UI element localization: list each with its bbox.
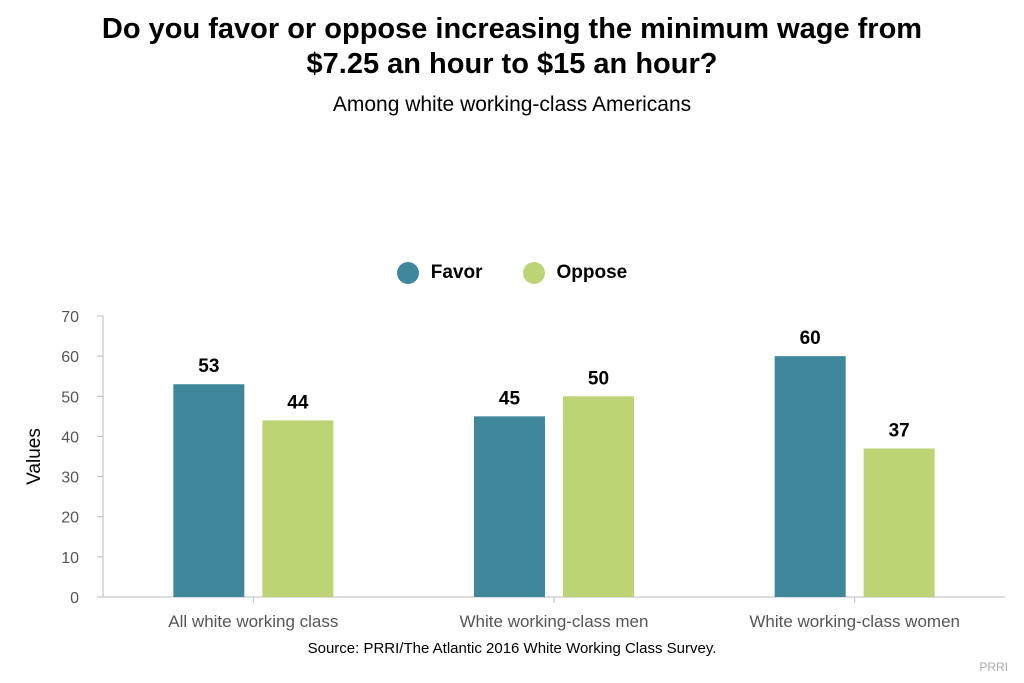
y-tick-label: 40 [61, 429, 79, 446]
bar-favor-2 [774, 356, 846, 597]
legend-item-favor[interactable]: Favor [396, 262, 483, 284]
x-tick-label: All white working class [168, 612, 338, 631]
y-tick-label: 0 [70, 590, 79, 607]
y-tick-label: 70 [61, 309, 79, 326]
legend-swatch-oppose [522, 262, 545, 284]
y-tick-label: 10 [61, 550, 79, 567]
chart-legend: Favor Oppose [0, 262, 1024, 284]
chart-title: Do you favor or oppose increasing the mi… [0, 12, 1024, 82]
chart-title-line-2: $7.25 an hour to $15 an hour? [306, 48, 718, 80]
legend-swatch-favor [396, 262, 419, 284]
y-axis-label: Values [24, 428, 45, 485]
bar-oppose-0 [262, 420, 334, 597]
data-label: 50 [588, 368, 609, 389]
bar-oppose-1 [563, 396, 634, 597]
y-tick-label: 50 [61, 389, 79, 406]
y-tick-label: 20 [61, 510, 79, 527]
data-label: 44 [287, 392, 309, 413]
data-label: 37 [889, 420, 910, 441]
brand-mark: PRRI [979, 660, 1008, 674]
x-tick-label: White working-class women [749, 612, 960, 631]
chart-title-line-1: Do you favor or oppose increasing the mi… [101, 13, 923, 45]
x-tick-label: White working-class men [460, 612, 649, 631]
y-tick-label: 60 [61, 349, 79, 366]
legend-label-favor: Favor [430, 262, 483, 283]
source-note: Source: PRRI/The Atlantic 2016 White Wor… [307, 640, 717, 657]
bar-favor-0 [173, 384, 245, 597]
data-label: 53 [198, 356, 219, 377]
data-label: 60 [800, 328, 821, 349]
bar-favor-1 [474, 416, 545, 597]
legend-item-oppose[interactable]: Oppose [522, 262, 628, 284]
legend-label-oppose: Oppose [556, 262, 628, 283]
bar-oppose-2 [863, 448, 935, 597]
y-tick-label: 30 [61, 470, 79, 487]
data-label: 45 [499, 388, 521, 409]
chart-subtitle: Among white working-class Americans [332, 93, 692, 116]
